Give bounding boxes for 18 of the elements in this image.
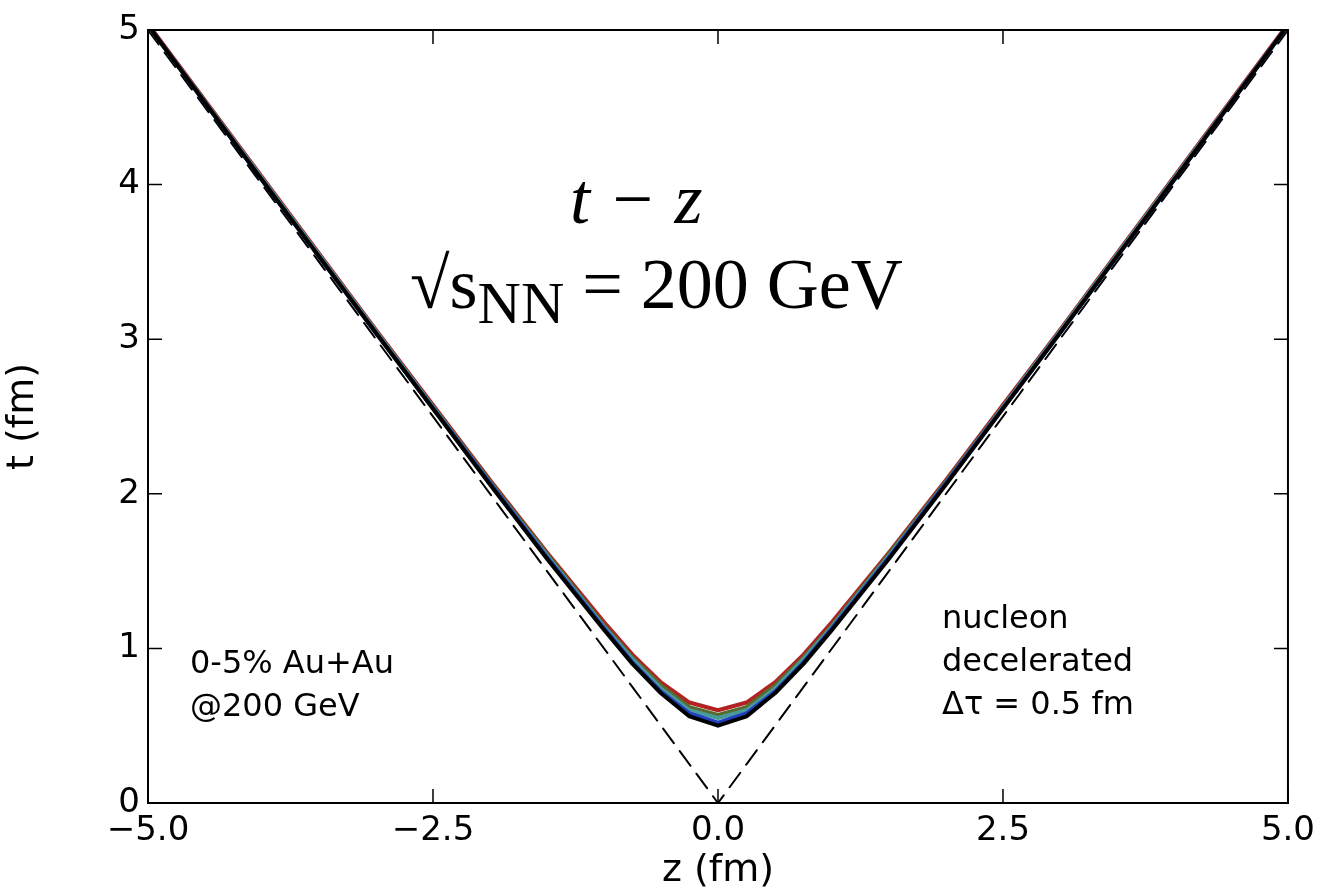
annotation: decelerated <box>942 641 1134 679</box>
annotation: 0-5% Au+Au <box>190 643 394 681</box>
x-tick-label: 2.5 <box>975 808 1031 849</box>
y-tick-label: 3 <box>118 316 140 357</box>
x-tick-label: 5.0 <box>1260 808 1315 849</box>
y-tick-label: 5 <box>118 6 140 47</box>
annotation: nucleon <box>942 598 1069 636</box>
annotation: @200 GeV <box>190 686 360 724</box>
annotation: √s$_{NN}$ = 200 GeV <box>410 244 903 337</box>
x-tick-label: 0.0 <box>690 808 746 849</box>
y-tick-label: 4 <box>118 161 140 202</box>
annotation: Δτ = 0.5 fm <box>942 684 1134 722</box>
y-tick-label: 1 <box>118 625 140 666</box>
y-axis-title: t (fm) <box>0 362 42 471</box>
x-axis-title: z (fm) <box>661 846 775 891</box>
y-tick-label: 2 <box>118 470 140 511</box>
x-tick-label: −2.5 <box>391 808 475 849</box>
annotation: t − z <box>570 159 703 240</box>
